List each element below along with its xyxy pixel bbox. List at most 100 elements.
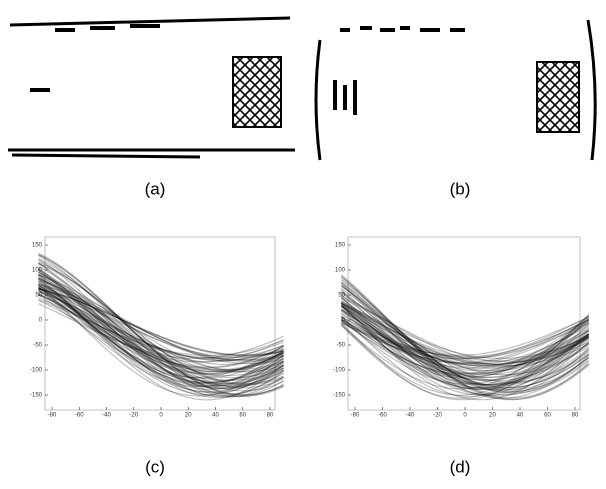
x-tick-label: 80 <box>267 413 274 419</box>
curve <box>38 288 284 356</box>
curve <box>340 283 590 399</box>
curve <box>38 270 284 389</box>
x-tick-label: -60 <box>378 413 387 419</box>
curve <box>38 267 284 397</box>
curve <box>340 308 590 390</box>
curve <box>341 300 590 367</box>
curve <box>38 288 284 379</box>
plate-image-a <box>8 16 295 159</box>
curve <box>340 315 590 369</box>
y-tick-label: -50 <box>336 343 345 349</box>
y-tick-label: 100 <box>32 268 43 274</box>
curve <box>38 293 284 369</box>
curve <box>38 294 284 360</box>
curve <box>340 315 590 397</box>
curve <box>340 303 590 401</box>
curve <box>38 283 284 362</box>
curve <box>340 319 590 385</box>
curve <box>340 318 590 375</box>
x-tick-label: -80 <box>351 413 360 419</box>
x-tick-label: 40 <box>212 413 219 419</box>
curve <box>340 305 590 391</box>
curve <box>38 294 284 363</box>
curve <box>38 287 284 372</box>
curve <box>340 292 590 376</box>
curve <box>341 316 590 359</box>
curve <box>340 279 590 392</box>
curve <box>38 282 284 387</box>
curve <box>38 284 284 361</box>
curve <box>38 277 284 373</box>
y-tick-label: 50 <box>338 293 345 299</box>
x-tick-label: -40 <box>102 413 111 419</box>
curve <box>341 301 590 365</box>
curve <box>340 290 590 397</box>
curve <box>341 318 590 360</box>
curve <box>38 285 284 361</box>
curve <box>340 274 590 400</box>
plot-frame <box>347 236 581 411</box>
curve <box>38 299 284 363</box>
curve <box>341 319 590 365</box>
curve <box>341 316 590 360</box>
curve <box>38 262 284 398</box>
curve <box>38 284 284 384</box>
curve <box>341 297 590 363</box>
curve <box>340 278 590 394</box>
curve <box>38 293 284 368</box>
curve <box>38 289 284 388</box>
curve <box>340 304 590 379</box>
curve <box>340 316 590 401</box>
x-tick-label: 80 <box>572 413 579 419</box>
curve <box>340 309 590 389</box>
x-tick-label: -80 <box>48 413 57 419</box>
curve <box>38 268 284 387</box>
curve <box>38 271 284 381</box>
curve <box>38 303 284 359</box>
curve <box>38 283 284 371</box>
curve <box>38 285 284 373</box>
curve <box>38 260 284 389</box>
x-tick-label: 0 <box>159 413 163 419</box>
curve <box>340 301 590 386</box>
curve <box>38 273 284 379</box>
curve <box>340 317 590 378</box>
y-tick-label: 0 <box>342 318 346 324</box>
hough-plot: 150 100 50 0 -50 -100 -150 -80 -60 -40 -20 0 20 40 60 8… <box>333 236 590 419</box>
curve <box>38 276 284 381</box>
curve <box>340 281 590 393</box>
curve <box>340 314 590 399</box>
curve <box>340 304 590 381</box>
curve <box>38 278 284 390</box>
curve <box>38 290 284 362</box>
y-tick-label: 150 <box>32 243 43 249</box>
curve <box>340 297 590 386</box>
curve <box>38 258 284 398</box>
y-tick-label: -50 <box>33 343 42 349</box>
curve <box>38 287 284 374</box>
curve <box>38 262 284 386</box>
curve <box>38 255 284 398</box>
curve <box>38 252 284 397</box>
curve <box>340 314 590 396</box>
curve <box>38 287 284 385</box>
curve <box>341 316 590 356</box>
curve <box>340 295 590 382</box>
curve <box>340 305 590 369</box>
x-tick-label: 20 <box>185 413 192 419</box>
curve <box>340 305 590 376</box>
curve <box>38 275 284 401</box>
curve <box>340 289 590 391</box>
curve <box>38 258 284 392</box>
y-tick-label: -150 <box>333 393 346 399</box>
curve <box>341 313 590 365</box>
y-tick-label: 100 <box>335 268 346 274</box>
curve <box>38 277 284 377</box>
curve <box>38 287 284 373</box>
x-tick-label: -60 <box>75 413 84 419</box>
curve <box>38 253 284 396</box>
x-tick-label: -20 <box>433 413 442 419</box>
curve <box>38 263 284 385</box>
curve <box>341 302 590 359</box>
